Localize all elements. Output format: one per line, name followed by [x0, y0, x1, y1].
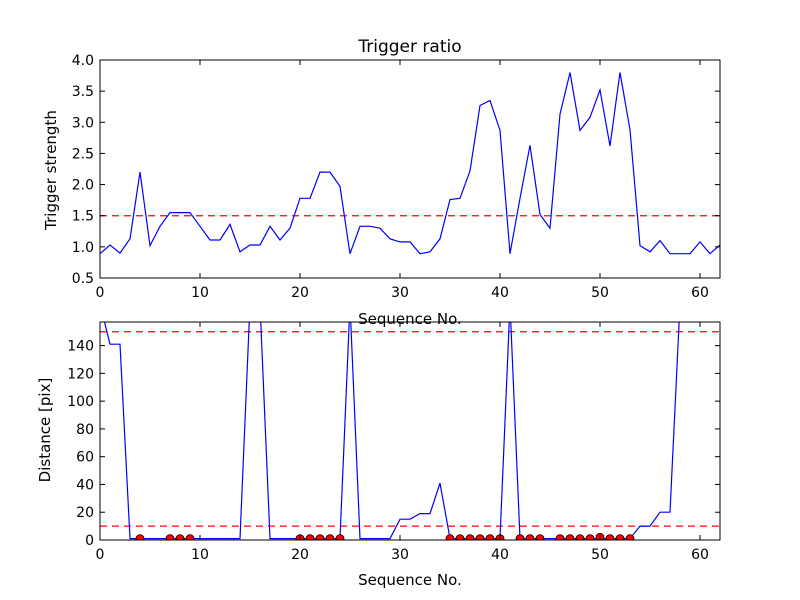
y-tick-label: 120: [67, 366, 94, 382]
y-axis-label: Distance [pix]: [36, 378, 54, 483]
y-tick-label: 0.5: [72, 271, 94, 287]
x-tick-label: 0: [96, 285, 105, 301]
chart-title: Trigger ratio: [357, 37, 461, 57]
trigger-ratio-chart: Trigger ratio Sequence No. Trigger stren…: [42, 37, 721, 328]
data-point: [575, 534, 585, 540]
data-point: [465, 534, 475, 540]
y-tick-label: 0: [85, 533, 94, 549]
x-tick-label: 20: [291, 547, 309, 563]
y-tick-label: 80: [76, 422, 94, 438]
distance-chart: Sequence No. Distance [pix] 0 10 20 30 40 50 6…: [36, 321, 721, 589]
data-point: [135, 534, 145, 540]
y-tick-label: 1.5: [72, 209, 94, 225]
data-point: [565, 534, 575, 540]
data-point: [475, 534, 485, 540]
data-point: [185, 534, 195, 540]
data-point: [335, 534, 345, 540]
x-tick-label: 10: [191, 547, 209, 563]
x-tick-label: 60: [691, 547, 709, 563]
data-point: [165, 534, 175, 540]
x-tick-label: 30: [391, 285, 409, 301]
data-point: [555, 534, 565, 540]
x-tick-label: 50: [591, 547, 609, 563]
data-point: [585, 534, 595, 540]
data-point: [615, 534, 625, 540]
y-tick-label: 40: [76, 477, 94, 493]
plot-frame: [99, 59, 721, 279]
data-point: [445, 534, 455, 540]
x-tick-label: 20: [291, 285, 309, 301]
y-tick-label: 2.5: [72, 146, 94, 162]
x-axis-label: Sequence No.: [358, 571, 462, 589]
y-tick-label: 140: [67, 339, 94, 355]
y-tick-label: 100: [67, 394, 94, 410]
y-tick-label: 3.5: [72, 84, 94, 100]
data-point: [315, 534, 325, 540]
y-tick-label: 60: [76, 450, 94, 466]
plot-frame: [99, 321, 721, 541]
x-tick-label: 10: [191, 285, 209, 301]
x-tick-label: 0: [96, 547, 105, 563]
data-point: [525, 534, 535, 540]
x-tick-label: 40: [491, 547, 509, 563]
x-tick-label: 30: [391, 547, 409, 563]
y-tick-label: 4.0: [72, 53, 94, 69]
data-point: [625, 534, 635, 540]
data-point: [605, 534, 615, 540]
data-point: [305, 534, 315, 540]
data-point: [325, 534, 335, 540]
y-axis-label: Trigger strength: [42, 110, 60, 231]
x-tick-label: 50: [591, 285, 609, 301]
data-point: [485, 534, 495, 540]
y-tick-label: 3.0: [72, 115, 94, 131]
y-tick-label: 1.0: [72, 240, 94, 256]
data-point: [455, 534, 465, 540]
plot-area: [100, 322, 720, 540]
y-tick-label: 20: [76, 505, 94, 521]
data-point: [515, 534, 525, 540]
y-tick-label: 2.0: [72, 178, 94, 194]
plot-area: [100, 72, 720, 255]
data-point: [175, 534, 185, 540]
x-axis-label: Sequence No.: [358, 310, 462, 328]
series-line: [100, 72, 720, 255]
x-tick-label: 40: [491, 285, 509, 301]
data-point: [535, 534, 545, 540]
x-tick-label: 60: [691, 285, 709, 301]
